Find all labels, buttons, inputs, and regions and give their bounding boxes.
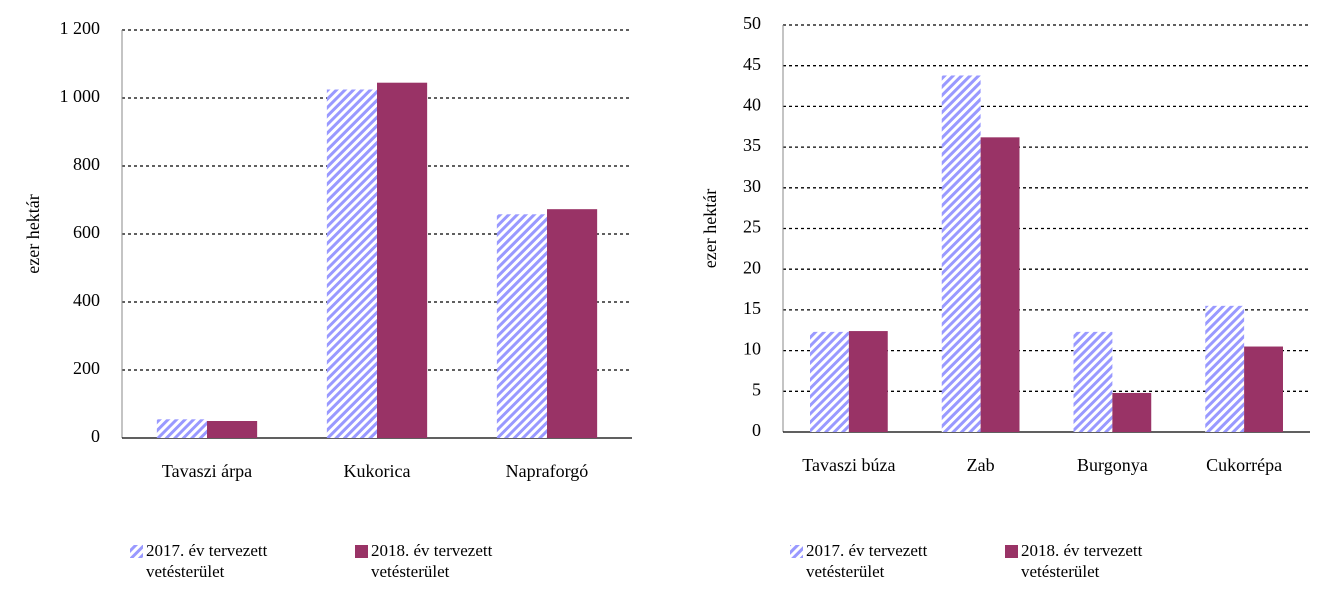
y-tick-label: 0 [752, 420, 761, 440]
bar [207, 421, 258, 438]
y-axis-title: ezer hektár [23, 194, 43, 273]
y-tick-label: 35 [743, 135, 761, 155]
legend-swatch [355, 545, 368, 558]
legend-label: 2017. év tervezett vetésterület [806, 541, 928, 581]
x-tick-label: Cukorrépa [1206, 455, 1283, 475]
legend-swatch [130, 545, 143, 558]
bar [156, 419, 207, 438]
y-tick-label: 40 [743, 95, 761, 115]
bar [377, 82, 428, 438]
bar [980, 137, 1020, 432]
y-tick-label: 200 [73, 358, 100, 378]
y-tick-label: 1 200 [60, 18, 101, 38]
bar [941, 75, 981, 432]
bar [810, 331, 849, 432]
x-tick-label: Kukorica [343, 461, 411, 481]
bar [1205, 305, 1245, 432]
x-tick-label: Zab [966, 455, 995, 475]
legend-swatch [1005, 545, 1018, 558]
x-tick-label: Tavaszi búza [802, 455, 896, 475]
y-axis-title: ezer hektár [700, 189, 720, 268]
bar [848, 331, 888, 432]
legend-swatch [790, 545, 803, 558]
y-tick-label: 20 [743, 257, 761, 277]
y-tick-label: 50 [743, 13, 761, 33]
bar [1112, 392, 1152, 432]
bar [547, 209, 598, 438]
x-tick-label: Burgonya [1077, 455, 1148, 475]
bar [1073, 331, 1113, 432]
x-tick-label: Tavaszi árpa [161, 461, 253, 481]
bar [496, 214, 547, 438]
legend-label: 2017. év tervezett vetésterület [146, 541, 268, 581]
y-tick-label: 30 [743, 176, 761, 196]
legend-label: 2018. év tervezett vetésterület [371, 541, 493, 581]
y-tick-label: 45 [743, 54, 761, 74]
x-tick-label: Napraforgó [505, 461, 589, 481]
y-tick-label: 0 [91, 426, 100, 446]
bar [1244, 346, 1283, 432]
y-tick-label: 800 [73, 154, 100, 174]
y-tick-label: 1 000 [60, 86, 101, 106]
y-tick-label: 600 [73, 222, 100, 242]
y-tick-label: 25 [743, 217, 761, 237]
y-tick-label: 15 [743, 298, 761, 318]
legend-label: 2018. év tervezett vetésterület [1021, 541, 1143, 581]
y-tick-label: 400 [73, 290, 100, 310]
y-tick-label: 10 [743, 339, 761, 359]
y-tick-label: 5 [752, 379, 761, 399]
bar [326, 89, 377, 438]
